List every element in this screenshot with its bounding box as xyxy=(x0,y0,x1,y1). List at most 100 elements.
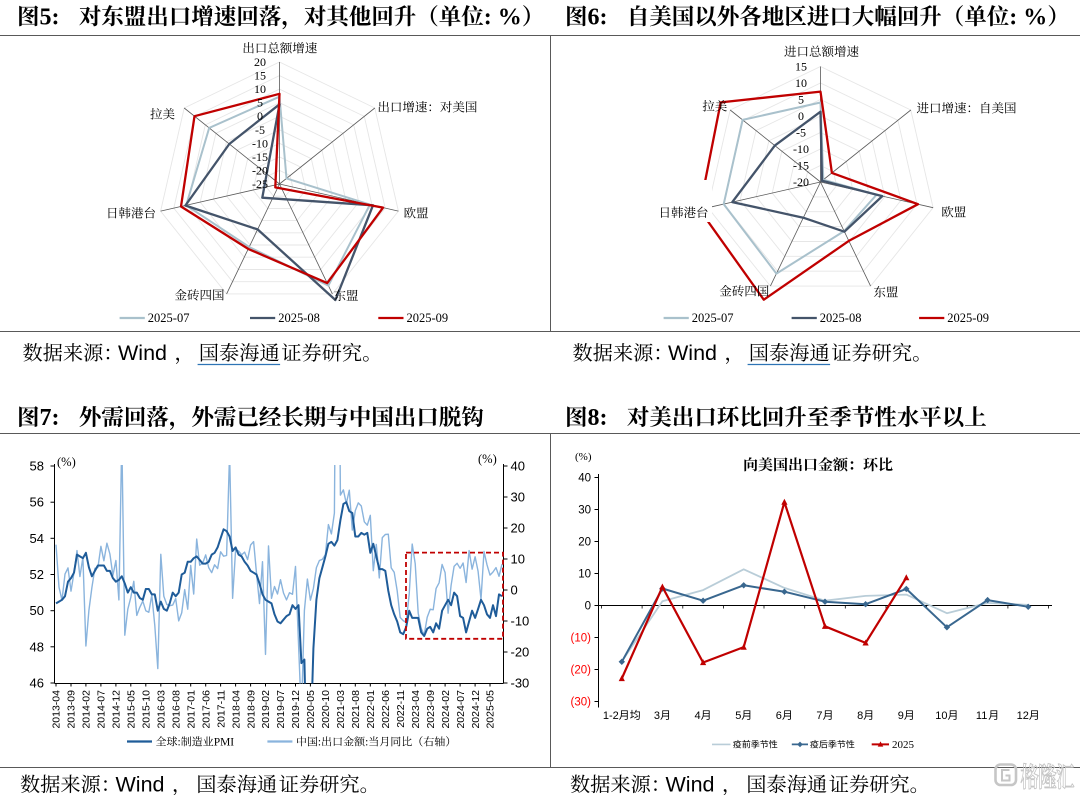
svg-text:-5: -5 xyxy=(255,123,265,137)
svg-text:56: 56 xyxy=(30,495,44,510)
svg-text:2025-09: 2025-09 xyxy=(407,311,449,325)
svg-text:-20: -20 xyxy=(511,645,530,660)
svg-text:7:: 7: xyxy=(40,405,60,431)
svg-text:2015-05: 2015-05 xyxy=(126,690,138,729)
svg-text:2025-07: 2025-07 xyxy=(692,311,734,325)
svg-text:3: 3 xyxy=(654,710,660,722)
svg-text:: %: : % xyxy=(1009,4,1047,30)
svg-text:7: 7 xyxy=(816,710,822,722)
svg-text:10: 10 xyxy=(511,552,525,567)
svg-text:40: 40 xyxy=(578,473,591,485)
svg-text:-10: -10 xyxy=(793,142,809,156)
svg-text:2025-09: 2025-09 xyxy=(947,311,989,325)
svg-text:2017-01: 2017-01 xyxy=(185,690,197,729)
svg-text:(20): (20) xyxy=(571,665,592,677)
svg-text:40: 40 xyxy=(511,459,525,474)
svg-text:PMI: PMI xyxy=(214,737,235,749)
svg-text:2018-09: 2018-09 xyxy=(245,690,257,729)
svg-text:2014-12: 2014-12 xyxy=(111,690,123,729)
svg-text:20: 20 xyxy=(511,521,525,536)
svg-text:8: 8 xyxy=(857,710,863,722)
svg-text::: : xyxy=(318,737,321,749)
svg-text:15: 15 xyxy=(254,69,266,83)
svg-text:2018-04: 2018-04 xyxy=(230,690,242,729)
svg-text:(10): (10) xyxy=(571,633,592,645)
svg-text:-20: -20 xyxy=(793,175,809,189)
svg-text:30: 30 xyxy=(578,505,591,517)
svg-text:12: 12 xyxy=(1017,710,1029,722)
svg-text:2015-10: 2015-10 xyxy=(141,690,153,729)
svg-text:2023-09: 2023-09 xyxy=(425,690,437,729)
svg-text:2022-06: 2022-06 xyxy=(380,690,392,729)
svg-text:(%): (%) xyxy=(57,455,76,469)
svg-text:20: 20 xyxy=(254,55,266,69)
svg-text:2016-08: 2016-08 xyxy=(170,690,182,729)
svg-text:8:: 8: xyxy=(588,405,608,431)
svg-text:2013-04: 2013-04 xyxy=(51,690,63,729)
svg-text:0: 0 xyxy=(585,601,591,613)
svg-text:-15: -15 xyxy=(793,159,809,173)
svg-text:Wind: Wind xyxy=(666,773,715,795)
svg-text:15: 15 xyxy=(795,60,807,74)
svg-text:2019-07: 2019-07 xyxy=(275,690,287,729)
svg-text:0: 0 xyxy=(511,583,518,598)
svg-text:2020-10: 2020-10 xyxy=(320,690,332,729)
svg-text:Wind: Wind xyxy=(668,341,717,365)
svg-text:9: 9 xyxy=(898,710,904,722)
svg-text:2013-09: 2013-09 xyxy=(66,690,78,729)
svg-text:4: 4 xyxy=(695,710,701,722)
svg-text:5:: 5: xyxy=(40,4,60,30)
svg-text:(30): (30) xyxy=(571,697,592,709)
svg-text:5: 5 xyxy=(735,710,741,722)
svg-text:20: 20 xyxy=(578,537,591,549)
svg-text:(%): (%) xyxy=(478,452,497,466)
svg-text:-15: -15 xyxy=(252,150,268,164)
svg-text:1-2: 1-2 xyxy=(603,710,619,722)
svg-text:2022-01: 2022-01 xyxy=(365,690,377,729)
svg-text:0: 0 xyxy=(798,109,804,123)
svg-text:58: 58 xyxy=(30,459,44,474)
svg-text:2024-02: 2024-02 xyxy=(440,690,452,729)
svg-text:2023-04: 2023-04 xyxy=(410,690,422,729)
svg-text:2019-12: 2019-12 xyxy=(290,690,302,729)
svg-text:2021-03: 2021-03 xyxy=(335,690,347,729)
svg-text:2014-02: 2014-02 xyxy=(81,690,93,729)
svg-text:-5: -5 xyxy=(796,126,806,140)
svg-text:30: 30 xyxy=(511,490,525,505)
svg-text:2021-08: 2021-08 xyxy=(350,690,362,729)
svg-text:0: 0 xyxy=(257,109,263,123)
svg-text:-20: -20 xyxy=(252,163,268,177)
svg-text:2017-06: 2017-06 xyxy=(200,690,212,729)
svg-text:2024-07: 2024-07 xyxy=(455,690,467,729)
svg-text:: %: : % xyxy=(484,4,522,30)
svg-text:50: 50 xyxy=(30,603,44,618)
svg-text:54: 54 xyxy=(30,531,44,546)
svg-text:6: 6 xyxy=(776,710,782,722)
svg-text:2024-12: 2024-12 xyxy=(470,690,482,729)
svg-text::: : xyxy=(365,737,368,749)
svg-text:2016-03: 2016-03 xyxy=(156,690,168,729)
svg-text:2014-07: 2014-07 xyxy=(96,690,108,729)
svg-text:-25: -25 xyxy=(252,177,268,191)
svg-text:-10: -10 xyxy=(252,136,268,150)
svg-text:2022-11: 2022-11 xyxy=(395,690,407,728)
svg-text:2025-05: 2025-05 xyxy=(485,690,497,729)
svg-text:2025: 2025 xyxy=(892,739,915,751)
svg-text:-10: -10 xyxy=(511,614,530,629)
svg-text:10: 10 xyxy=(254,82,266,96)
svg-text::: : xyxy=(178,737,181,749)
svg-text:(%): (%) xyxy=(575,451,592,463)
svg-text:11: 11 xyxy=(976,710,987,722)
svg-text:10: 10 xyxy=(795,76,807,90)
svg-text:46: 46 xyxy=(30,676,44,691)
svg-text:52: 52 xyxy=(30,567,44,582)
svg-text:10: 10 xyxy=(935,710,947,722)
svg-text:2020-05: 2020-05 xyxy=(305,690,317,729)
svg-text:Wind: Wind xyxy=(116,773,165,795)
svg-text:2025-08: 2025-08 xyxy=(820,311,862,325)
svg-text:6:: 6: xyxy=(588,4,608,30)
svg-text:Wind: Wind xyxy=(118,341,167,365)
svg-text:2025-07: 2025-07 xyxy=(148,311,190,325)
svg-text:-30: -30 xyxy=(511,676,530,691)
svg-text:10: 10 xyxy=(578,569,591,581)
